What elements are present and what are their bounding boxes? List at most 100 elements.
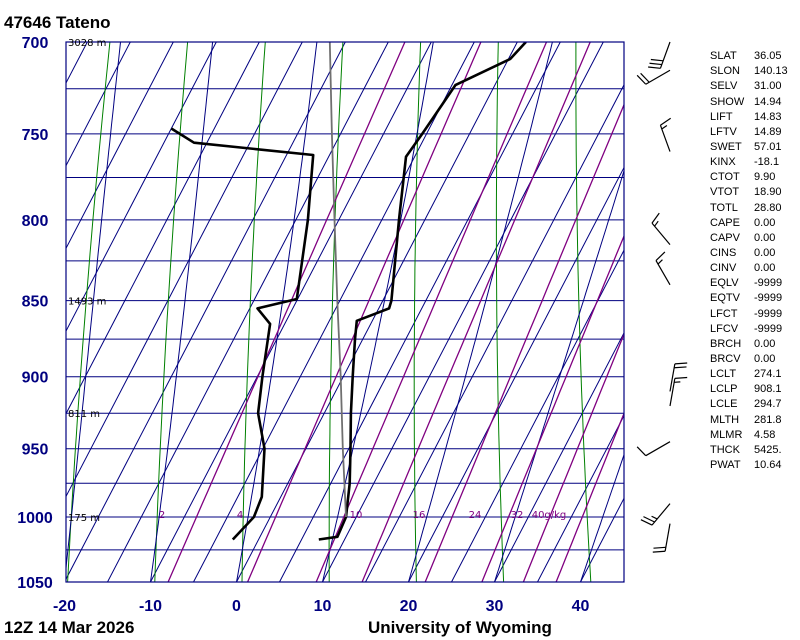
index-value: -9999 [754,307,783,320]
index-name: SWET [710,140,742,153]
index-value: 5425. [754,443,782,456]
index-name: CAPE [710,216,740,229]
index-row: CAPV 0.00 [710,232,796,247]
temperature-tick-label: 30 [486,598,504,615]
mixing-ratio-label: 32 [511,510,524,521]
isotherm-line [322,42,604,582]
index-name: LCLP [710,383,738,396]
index-name: MLMR [710,428,743,441]
index-value: -9999 [754,322,783,335]
mixing-ratio-line [522,332,624,582]
temperature-tick-label: 0 [232,598,241,615]
height-label: 175 m [68,513,100,524]
index-value: -18.1 [754,156,780,169]
index-name: THCK [710,443,740,456]
index-name: SLAT [710,50,737,62]
index-row: SLAT 36.05 [710,50,796,65]
index-row: LFCT -9999 [710,308,796,323]
chart-grid [0,42,624,582]
index-name: BRCV [710,353,741,365]
wind-barb [636,69,671,85]
index-name: VTOT [710,186,740,199]
index-name: SLON [710,65,740,78]
index-value: 10.64 [754,459,782,472]
index-row: SHOW 14.94 [710,96,796,111]
moist-adiabat [236,42,318,582]
index-row: SLON 140.13 [710,65,796,80]
index-row: BRCH 0.00 [710,338,796,353]
temperature-tick-label: 20 [400,598,418,615]
index-value: 0.00 [754,247,776,259]
index-name: SELV [710,80,738,93]
mixing-ratio-line [247,42,482,582]
index-row: MLMR 4.58 [710,429,796,444]
index-name: LCLE [710,398,738,411]
dry-adiabat [154,42,189,582]
temperature-tick-label: -10 [139,598,162,615]
moist-adiabat [494,169,624,582]
isotherm-line [537,414,624,582]
index-name: EQTV [710,292,740,305]
wind-barb [669,376,688,407]
dry-adiabat [495,42,505,582]
pressure-tick-label: 950 [22,442,49,459]
isotherm-line [66,42,303,498]
wind-barbs [636,41,688,553]
index-value: 0.00 [754,216,776,229]
index-name: EQLV [710,277,739,290]
index-value: 57.01 [754,140,782,153]
index-row: CINS 0.00 [710,247,796,262]
index-row: LCLP 908.1 [710,383,796,398]
index-row: THCK 5425. [710,444,796,459]
sounding-profiles [170,42,527,541]
isotherm-line [279,42,561,582]
mixing-ratio-label: 10 [350,510,363,521]
axis-labels: 700 750 800 850 900 950 1000 1050-20 -10 0 10 20 30 4… [17,35,589,615]
index-row: LCLE 294.7 [710,398,796,413]
isotherm-line [494,331,624,582]
isotherm-line [0,42,1,582]
isotherm-line [193,42,475,582]
index-name: BRCH [710,337,742,350]
index-row: SWET 57.01 [710,141,796,156]
observation-time: 12Z 14 Mar 2026 [4,618,134,637]
index-value: 28.80 [754,201,782,214]
index-value: 36.05 [754,50,782,62]
wind-barb [636,441,671,457]
dry-adiabat [413,42,422,582]
mixing-ratio-line [315,42,548,582]
index-row: CAPE 0.00 [710,217,796,232]
pressure-tick-label: 700 [22,35,49,52]
index-value: 140.13 [754,65,788,78]
index-name: LFCT [710,307,738,320]
index-row: LFTV 14.89 [710,126,796,141]
pressure-tick-label: 1000 [17,510,53,527]
mixing-ratio-line [424,103,624,582]
wind-barb [659,117,672,152]
index-name: LIFT [710,110,733,123]
index-row: LIFT 14.83 [710,111,796,126]
isotherm-line [66,42,217,333]
isotherm-line [66,42,131,167]
index-row: EQTV -9999 [710,292,796,307]
index-row: KINX -18.1 [710,156,796,171]
wind-barb [651,212,671,245]
mixing-ratio-label: 16 [413,510,426,521]
index-row: LFCV -9999 [710,323,796,338]
mixing-ratio-label: 4 [237,510,243,521]
index-value: 0.00 [754,262,776,275]
wind-barb [648,41,671,69]
index-value: 0.00 [754,231,776,244]
index-name: LCLT [710,368,737,381]
index-name: CINV [710,262,737,275]
isotherm-line [150,42,432,582]
index-row: LCLT 274.1 [710,368,796,383]
mixing-ratio-line [555,411,624,582]
plot-frame [65,41,625,583]
wind-barb [640,503,671,526]
index-name: KINX [710,156,736,169]
index-value: 4.58 [754,428,776,441]
credit-text: University of Wyoming [368,618,552,637]
dry-adiabat [328,42,344,582]
